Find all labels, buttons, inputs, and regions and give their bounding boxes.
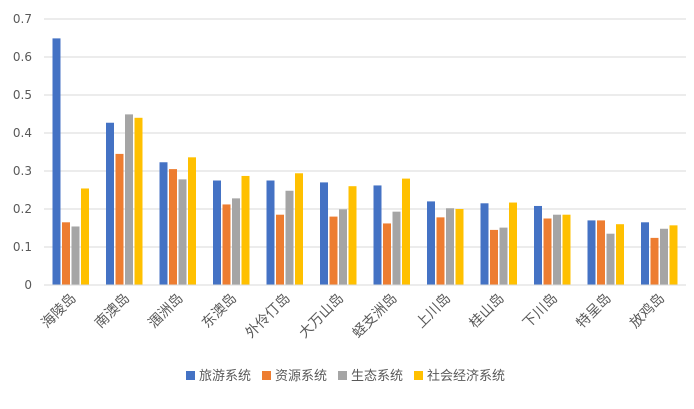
bar: [660, 228, 668, 285]
bar: [295, 173, 303, 285]
legend-label: 生态系统: [351, 369, 403, 384]
x-tick-label: 大万山岛: [296, 291, 347, 342]
y-tick-label: 0: [24, 278, 32, 292]
x-tick-label: 南澳岛: [92, 291, 133, 332]
legend-swatch: [338, 371, 347, 380]
bar: [553, 214, 561, 285]
bar: [159, 162, 168, 285]
bar: [587, 220, 596, 285]
legend-label: 旅游系统: [199, 369, 251, 384]
y-tick-label: 0.2: [13, 202, 32, 216]
bar: [285, 190, 294, 285]
bar: [222, 204, 231, 285]
bar: [509, 202, 517, 285]
bar: [232, 198, 240, 285]
bar: [616, 224, 624, 285]
x-tick-label: 上川岛: [413, 291, 454, 332]
bar: [188, 157, 196, 285]
bar: [106, 122, 114, 286]
legend-swatch: [186, 371, 195, 380]
bar: [348, 186, 357, 285]
bar: [373, 185, 382, 285]
bar: [52, 38, 61, 285]
bar: [266, 180, 275, 285]
x-tick-label: 下川岛: [520, 291, 561, 332]
bar: [499, 227, 508, 285]
y-tick-label: 0.4: [13, 126, 32, 140]
bar: [81, 188, 89, 285]
legend-swatch: [414, 371, 423, 380]
x-tick-label: 外伶仃岛: [243, 291, 294, 342]
y-tick-label: 0.1: [13, 240, 32, 254]
bar: [134, 117, 143, 285]
x-tick-label: 放鸡岛: [626, 290, 668, 332]
bar: [446, 208, 454, 285]
bar: [597, 220, 605, 285]
bar: [641, 222, 649, 285]
x-tick-label: 东澳岛: [199, 291, 240, 332]
x-tick-label: 特呈岛: [574, 291, 615, 332]
bar: [115, 153, 124, 285]
bar: [402, 178, 410, 285]
bar: [62, 222, 70, 285]
bar: [329, 216, 338, 285]
bar: [125, 114, 133, 285]
bar: [455, 209, 464, 285]
y-axis: 0 0.1 0.2 0.3 0.4 0.5 0.6 0.7: [13, 12, 32, 292]
bar: [339, 209, 347, 285]
x-tick-label: 涠洲岛: [146, 291, 187, 332]
bar: [169, 169, 177, 285]
bar: [669, 225, 678, 285]
x-tick-label: 蛏支洲岛: [350, 291, 401, 342]
x-tick-label: 桂山岛: [467, 291, 508, 332]
bar: [436, 217, 445, 285]
bar: [392, 211, 401, 285]
bar: [650, 237, 659, 285]
legend-swatch: [262, 371, 271, 380]
bar: [213, 180, 221, 285]
x-axis: 海陵岛 南澳岛 涠洲岛 东澳岛 外伶仃岛 大万山岛 蛏支洲岛 上川岛 桂山岛 下川岛 特呈岛 放鸡岛: [39, 284, 686, 342]
bar: [178, 179, 187, 285]
y-tick-label: 0.7: [13, 12, 32, 26]
bar: [276, 214, 284, 285]
bar: [534, 205, 542, 285]
bar: [71, 226, 80, 285]
bar: [427, 201, 435, 285]
bar: [490, 229, 498, 285]
bar: [562, 214, 571, 285]
bar: [543, 218, 552, 285]
legend: 旅游系统 资源系统 生态系统 社会经济系统: [186, 368, 505, 384]
y-tick-label: 0.5: [13, 88, 32, 102]
legend-label: 社会经济系统: [427, 368, 505, 384]
bars: [52, 38, 678, 286]
bar: [480, 203, 489, 285]
legend-label: 资源系统: [275, 369, 327, 384]
bar: [383, 223, 391, 285]
x-tick-label: 海陵岛: [39, 291, 80, 332]
y-tick-label: 0.3: [13, 164, 32, 178]
bar: [241, 175, 250, 285]
bar: [606, 233, 615, 285]
y-tick-label: 0.6: [13, 50, 32, 64]
bar: [320, 182, 328, 285]
gridlines: [44, 18, 686, 286]
